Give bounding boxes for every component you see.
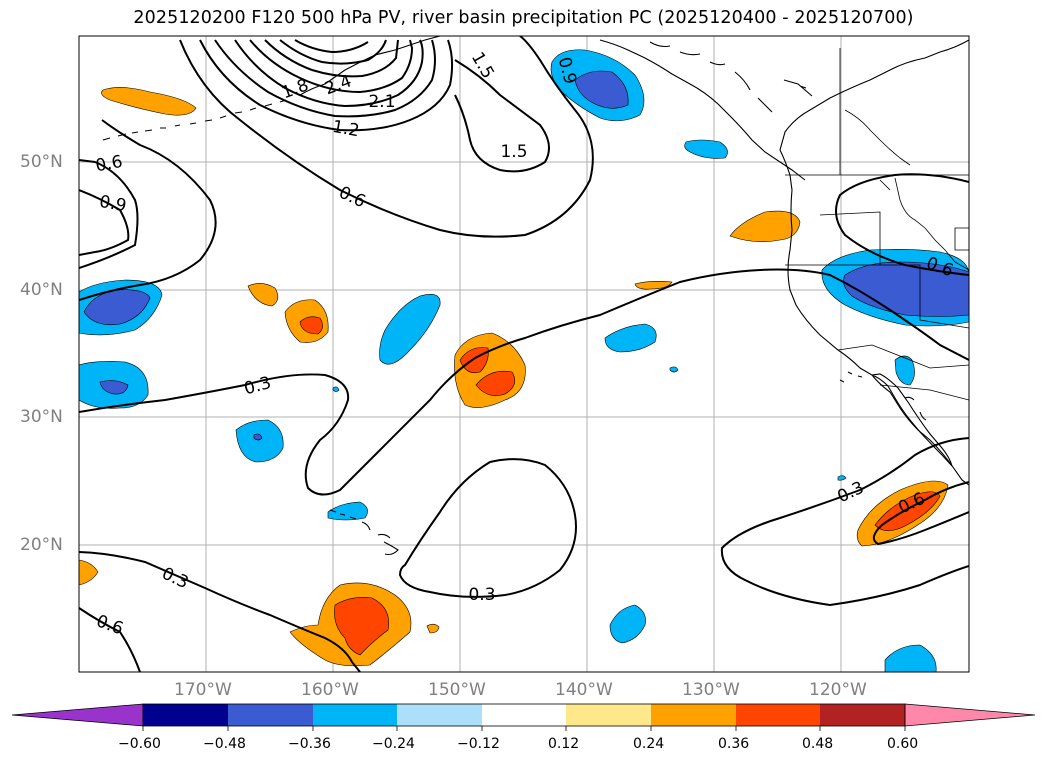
borders bbox=[785, 48, 969, 401]
contour-0.6-main bbox=[79, 119, 217, 301]
contour-3.0 bbox=[294, 39, 369, 54]
contour-0.6-se bbox=[872, 481, 969, 546]
fill-darkblue bbox=[574, 70, 629, 109]
colorbar-tick-label: −0.60 bbox=[118, 736, 161, 752]
pv-contours bbox=[79, 36, 969, 672]
colorbar-segment bbox=[820, 704, 905, 726]
fill-orange bbox=[454, 332, 526, 408]
fill-orange bbox=[729, 210, 801, 243]
contour-label: 0.3 bbox=[242, 373, 273, 399]
contour-label: 0.6 bbox=[336, 183, 369, 213]
map-frame bbox=[78, 35, 970, 673]
fill-lightblue bbox=[235, 419, 284, 463]
colorbar-tick-label: 0.24 bbox=[633, 736, 665, 752]
contour-label: 1.5 bbox=[467, 49, 498, 82]
colorbar-tick-label: −0.12 bbox=[457, 736, 500, 752]
lon-label: 150°W bbox=[428, 680, 486, 700]
fill-darkblue bbox=[99, 380, 129, 395]
colorbar-extend-right bbox=[904, 703, 1036, 727]
colorbar-tick-label: 0.48 bbox=[802, 736, 834, 752]
contour-2.7 bbox=[279, 39, 387, 65]
colorbar bbox=[11, 703, 1036, 731]
lon-label: 170°W bbox=[174, 680, 232, 700]
fill-lightblue bbox=[837, 475, 847, 481]
fill-lightblue bbox=[609, 604, 646, 644]
lat-label: 30°N bbox=[20, 407, 63, 427]
colorbar-segment bbox=[566, 704, 651, 726]
contour-label: 0.3 bbox=[159, 564, 192, 594]
colorbar-tick-label: −0.48 bbox=[203, 736, 246, 752]
colorbar-tick-label: 0.36 bbox=[718, 736, 750, 752]
fill-lightblue bbox=[894, 355, 915, 386]
fill-lightblue bbox=[604, 323, 657, 353]
colorbar-segment bbox=[397, 704, 482, 726]
contour-label: 1.8 bbox=[279, 75, 311, 103]
lon-label: 130°W bbox=[682, 680, 740, 700]
colorbar-segment bbox=[228, 704, 313, 726]
contour-0.9-west bbox=[79, 189, 130, 256]
fill-lightblue bbox=[669, 366, 679, 373]
colorbar-segment bbox=[651, 704, 736, 726]
contour-0.6-west bbox=[79, 159, 139, 269]
contour-0.6-sw bbox=[79, 607, 141, 672]
contour-label: 2.1 bbox=[368, 92, 395, 112]
contour-1.8 bbox=[234, 39, 424, 108]
contour-2.1 bbox=[249, 39, 414, 94]
fill-lightblue bbox=[332, 386, 340, 392]
contour-label: 0.3 bbox=[468, 585, 495, 605]
lon-label: 160°W bbox=[301, 680, 359, 700]
fill-orange bbox=[101, 87, 197, 116]
fill-lightblue bbox=[327, 501, 368, 521]
contour-1.5-loop bbox=[454, 59, 550, 173]
colorbar-tick-label: −0.24 bbox=[372, 736, 415, 752]
contour-label: 0.6 bbox=[94, 152, 124, 176]
fill-orange bbox=[79, 559, 99, 586]
colorbar-tick-label: 0.60 bbox=[887, 736, 919, 752]
lat-label: 20°N bbox=[20, 535, 63, 555]
contour-label: 1.2 bbox=[331, 117, 361, 141]
colorbar-extend-left bbox=[11, 703, 144, 727]
contour-labels: 0.6 0.9 1.8 2.4 2.1 1.2 1.5 1.5 0.6 0.9 … bbox=[94, 49, 956, 640]
contour-1.2 bbox=[199, 39, 454, 132]
fill-orange bbox=[426, 623, 440, 634]
contour-0.3-main bbox=[79, 268, 969, 496]
colorbar-segment bbox=[313, 704, 397, 726]
lat-label: 40°N bbox=[20, 280, 63, 300]
fill-darkblue bbox=[253, 433, 263, 441]
colorbar-tick-label: 0.12 bbox=[548, 736, 580, 752]
contour-label: 1.5 bbox=[500, 142, 527, 162]
fill-red bbox=[334, 597, 389, 656]
contour-0.3-se bbox=[720, 437, 969, 607]
fill-red bbox=[299, 316, 323, 335]
colorbar-segment bbox=[482, 704, 566, 726]
lat-label: 50°N bbox=[20, 152, 63, 172]
fill-lightblue bbox=[379, 294, 441, 365]
precip-fills bbox=[79, 49, 969, 672]
fill-red bbox=[475, 371, 516, 396]
colorbar-segment bbox=[143, 704, 228, 726]
contour-1.5-inner bbox=[214, 39, 436, 118]
fill-lightblue bbox=[884, 644, 937, 672]
colorbar-tick-label: −0.36 bbox=[288, 736, 331, 752]
map-title: 2025120200 F120 500 hPa PV, river basin … bbox=[133, 8, 914, 28]
fill-orange bbox=[247, 283, 279, 307]
contour-0.3-south bbox=[79, 551, 361, 672]
contour-0.6-upper bbox=[179, 36, 594, 238]
contour-0.6-ne bbox=[835, 173, 969, 276]
lon-label: 120°W bbox=[809, 680, 867, 700]
fill-lightblue bbox=[684, 139, 728, 159]
contour-label: 0.3 bbox=[834, 478, 867, 508]
contour-2.4 bbox=[264, 39, 399, 78]
lon-label: 140°W bbox=[555, 680, 613, 700]
gridlines bbox=[79, 36, 969, 672]
contour-0.3-loop bbox=[398, 458, 577, 598]
colorbar-segment bbox=[736, 704, 820, 726]
contour-label: 0.9 bbox=[98, 192, 128, 216]
